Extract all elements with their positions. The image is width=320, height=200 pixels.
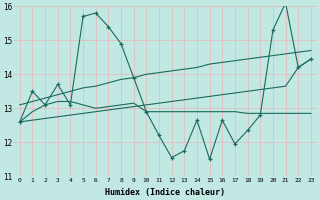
X-axis label: Humidex (Indice chaleur): Humidex (Indice chaleur)	[105, 188, 225, 197]
